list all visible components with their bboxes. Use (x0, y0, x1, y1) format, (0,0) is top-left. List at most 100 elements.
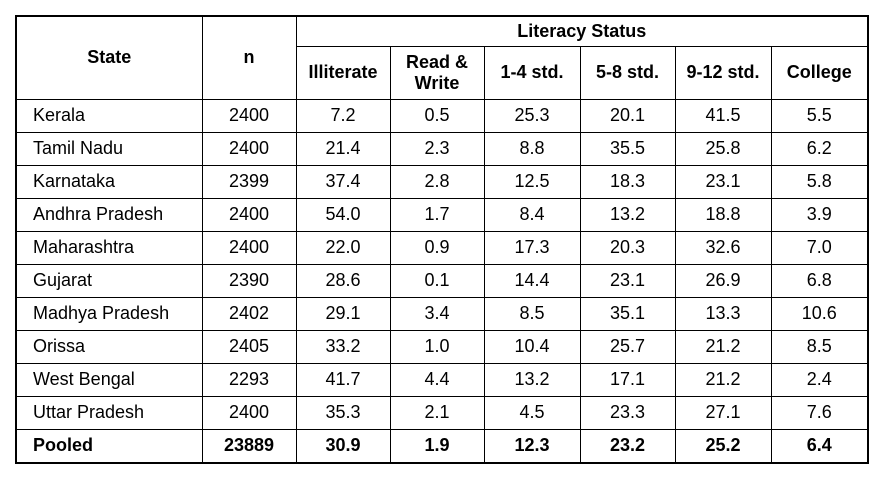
value-cell: 4.4 (389, 362, 485, 397)
value-cell: 8.5 (770, 329, 869, 364)
table-row: Uttar Pradesh 2400 35.3 2.1 4.5 23.3 27.1 7.6 (15, 395, 869, 430)
header-1-4-std: 1-4 std. (483, 45, 581, 100)
value-cell: 17.3 (483, 230, 581, 265)
value-cell: 54.0 (295, 197, 391, 232)
n-cell: 2400 (201, 131, 297, 166)
value-cell: 7.6 (770, 395, 869, 430)
value-cell: 25.3 (483, 98, 581, 133)
value-cell: 37.4 (295, 164, 391, 199)
value-cell: 2.1 (389, 395, 485, 430)
n-cell: 2402 (201, 296, 297, 331)
value-cell: 1.9 (389, 428, 485, 463)
value-cell: 35.1 (579, 296, 676, 331)
table-row: Kerala 2400 7.2 0.5 25.3 20.1 41.5 5.5 (15, 98, 869, 133)
value-cell: 23.3 (579, 395, 676, 430)
value-cell: 12.5 (483, 164, 581, 199)
value-cell: 7.0 (770, 230, 869, 265)
header-college: College (770, 45, 869, 100)
value-cell: 8.8 (483, 131, 581, 166)
value-cell: 1.7 (389, 197, 485, 232)
state-cell: Kerala (15, 98, 203, 133)
value-cell: 23.1 (674, 164, 772, 199)
value-cell: 13.2 (579, 197, 676, 232)
value-cell: 35.3 (295, 395, 391, 430)
value-cell: 0.5 (389, 98, 485, 133)
n-cell: 23889 (201, 428, 297, 463)
n-cell: 2400 (201, 395, 297, 430)
pooled-row: Pooled 23889 30.9 1.9 12.3 23.2 25.2 6.4 (15, 428, 869, 463)
value-cell: 18.3 (579, 164, 676, 199)
value-cell: 23.1 (579, 263, 676, 298)
value-cell: 25.2 (674, 428, 772, 463)
value-cell: 8.4 (483, 197, 581, 232)
value-cell: 5.5 (770, 98, 869, 133)
value-cell: 10.6 (770, 296, 869, 331)
value-cell: 3.9 (770, 197, 869, 232)
n-cell: 2390 (201, 263, 297, 298)
table-row: Karnataka 2399 37.4 2.8 12.5 18.3 23.1 5.8 (15, 164, 869, 199)
n-cell: 2293 (201, 362, 297, 397)
literacy-table: State n Literacy Status Illiterate Read … (15, 15, 870, 464)
n-cell: 2400 (201, 230, 297, 265)
state-cell: Andhra Pradesh (15, 197, 203, 232)
value-cell: 18.8 (674, 197, 772, 232)
value-cell: 1.0 (389, 329, 485, 364)
value-cell: 41.5 (674, 98, 772, 133)
value-cell: 13.3 (674, 296, 772, 331)
header-n: n (201, 15, 297, 100)
state-cell: Pooled (15, 428, 203, 463)
n-cell: 2400 (201, 98, 297, 133)
value-cell: 20.1 (579, 98, 676, 133)
header-5-8-std: 5-8 std. (579, 45, 676, 100)
n-cell: 2405 (201, 329, 297, 364)
value-cell: 6.8 (770, 263, 869, 298)
value-cell: 20.3 (579, 230, 676, 265)
value-cell: 8.5 (483, 296, 581, 331)
value-cell: 2.8 (389, 164, 485, 199)
value-cell: 6.4 (770, 428, 869, 463)
value-cell: 5.8 (770, 164, 869, 199)
value-cell: 2.3 (389, 131, 485, 166)
state-cell: Orissa (15, 329, 203, 364)
value-cell: 21.2 (674, 329, 772, 364)
state-cell: Madhya Pradesh (15, 296, 203, 331)
n-cell: 2399 (201, 164, 297, 199)
value-cell: 21.2 (674, 362, 772, 397)
value-cell: 25.7 (579, 329, 676, 364)
state-cell: Uttar Pradesh (15, 395, 203, 430)
value-cell: 22.0 (295, 230, 391, 265)
header-state: State (15, 15, 203, 100)
table-body: Kerala 2400 7.2 0.5 25.3 20.1 41.5 5.5 Tamil Nad… (15, 98, 869, 463)
table-row: Orissa 2405 33.2 1.0 10.4 25.7 21.2 8.5 (15, 329, 869, 364)
value-cell: 4.5 (483, 395, 581, 430)
header-9-12-std: 9-12 std. (674, 45, 772, 100)
table-row: Gujarat 2390 28.6 0.1 14.4 23.1 26.9 6.8 (15, 263, 869, 298)
value-cell: 0.1 (389, 263, 485, 298)
header-read-write: Read & Write (389, 45, 485, 100)
value-cell: 26.9 (674, 263, 772, 298)
value-cell: 41.7 (295, 362, 391, 397)
value-cell: 6.2 (770, 131, 869, 166)
value-cell: 27.1 (674, 395, 772, 430)
state-cell: Tamil Nadu (15, 131, 203, 166)
n-cell: 2400 (201, 197, 297, 232)
value-cell: 25.8 (674, 131, 772, 166)
value-cell: 17.1 (579, 362, 676, 397)
value-cell: 35.5 (579, 131, 676, 166)
header-illiterate: Illiterate (295, 45, 391, 100)
state-cell: Gujarat (15, 263, 203, 298)
value-cell: 10.4 (483, 329, 581, 364)
value-cell: 13.2 (483, 362, 581, 397)
value-cell: 30.9 (295, 428, 391, 463)
value-cell: 23.2 (579, 428, 676, 463)
value-cell: 3.4 (389, 296, 485, 331)
table-row: Maharashtra 2400 22.0 0.9 17.3 20.3 32.6 7.0 (15, 230, 869, 265)
value-cell: 21.4 (295, 131, 391, 166)
value-cell: 7.2 (295, 98, 391, 133)
table-row: Andhra Pradesh 2400 54.0 1.7 8.4 13.2 18.8 3.9 (15, 197, 869, 232)
value-cell: 2.4 (770, 362, 869, 397)
value-cell: 0.9 (389, 230, 485, 265)
value-cell: 33.2 (295, 329, 391, 364)
value-cell: 28.6 (295, 263, 391, 298)
table-row: Madhya Pradesh 2402 29.1 3.4 8.5 35.1 13.3 10.6 (15, 296, 869, 331)
